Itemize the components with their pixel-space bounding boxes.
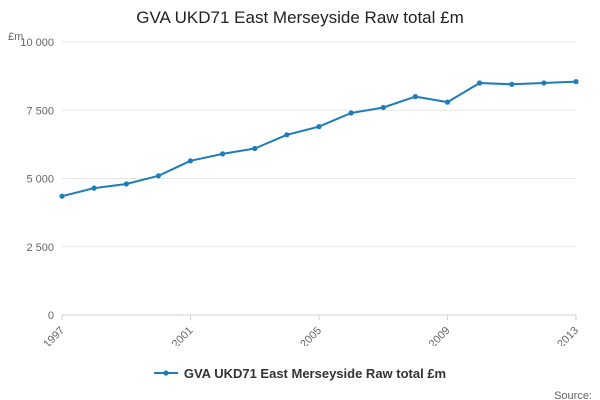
source-label: Source: — [554, 390, 592, 400]
page-title: GVA UKD71 East Merseyside Raw total £m — [136, 8, 464, 27]
legend-line-marker-icon — [153, 370, 178, 376]
svg-text:7 500: 7 500 — [26, 105, 54, 117]
svg-text:2013: 2013 — [555, 325, 581, 346]
legend-label: GVA UKD71 East Merseyside Raw total £m — [183, 365, 447, 381]
line-chart: 0 2 500 5 000 7 500 10 000£m 1997 2001 2005 2009… — [8, 31, 581, 350]
svg-text:2001: 2001 — [170, 325, 196, 346]
svg-text:5 000: 5 000 — [26, 174, 54, 186]
legend: GVA UKD71 East Merseyside Raw total £m — [0, 365, 600, 383]
svg-text:10 000: 10 000 — [20, 37, 54, 49]
svg-text:2005: 2005 — [298, 325, 324, 346]
svg-text:2009: 2009 — [427, 325, 453, 346]
chart-card: GVA UKD71 East Merseyside Raw total £m 0… — [0, 6, 600, 400]
legend-item[interactable]: GVA UKD71 East Merseyside Raw total £m — [153, 365, 447, 381]
svg-text:0: 0 — [48, 310, 54, 322]
svg-text:2 500: 2 500 — [26, 242, 54, 254]
svg-text:1997: 1997 — [41, 325, 67, 346]
svg-text:£m: £m — [8, 31, 23, 43]
